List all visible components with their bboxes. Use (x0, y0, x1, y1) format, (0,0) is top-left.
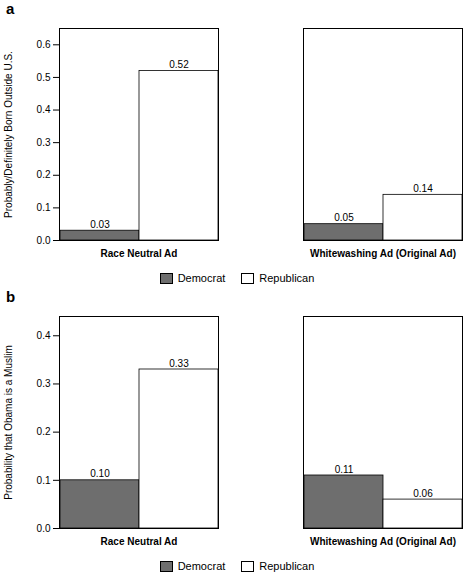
svg-text:0.2: 0.2 (37, 169, 51, 180)
svg-text:0.4: 0.4 (37, 330, 51, 341)
svg-text:0.1: 0.1 (37, 202, 51, 213)
svg-text:Race Neutral Ad: Race Neutral Ad (101, 536, 178, 547)
svg-text:0.5: 0.5 (37, 72, 51, 83)
html-text:Republican: Republican (259, 272, 315, 284)
svg-text:Probability that Obama is a Mu: Probability that Obama is a Muslim (3, 345, 14, 500)
html-text:Democrat: Democrat (177, 560, 226, 572)
svg-text:0.10: 0.10 (90, 468, 110, 479)
svg-text:0.0: 0.0 (37, 235, 51, 246)
svg-text:Probably/Definitely Born Outsi: Probably/Definitely Born Outside U.S. (3, 51, 14, 218)
svg-text:0.2: 0.2 (37, 426, 51, 437)
svg-text:0.0: 0.0 (37, 523, 51, 534)
svg-text:0.14: 0.14 (413, 183, 433, 194)
html-text:b: b (6, 288, 16, 305)
svg-text:0.3: 0.3 (37, 137, 51, 148)
svg-text:0.1: 0.1 (37, 475, 51, 486)
svg-text:0.52: 0.52 (169, 59, 189, 70)
svg-text:0.33: 0.33 (169, 358, 189, 369)
svg-text:Whitewashing Ad (Original Ad): Whitewashing Ad (Original Ad) (310, 248, 456, 259)
svg-text:0.05: 0.05 (334, 212, 354, 223)
svg-text:0.3: 0.3 (37, 378, 51, 389)
svg-text:0.11: 0.11 (335, 464, 354, 475)
html-text:Republican: Republican (259, 560, 315, 572)
svg-text:0.6: 0.6 (37, 39, 51, 50)
svg-text:0.03: 0.03 (90, 219, 110, 230)
svg-text:0.4: 0.4 (37, 104, 51, 115)
svg-text:0.06: 0.06 (413, 488, 433, 499)
svg-text:Race Neutral Ad: Race Neutral Ad (101, 248, 178, 259)
html-text:Democrat: Democrat (177, 272, 226, 284)
html-text:a: a (6, 0, 15, 17)
svg-text:Whitewashing Ad (Original Ad): Whitewashing Ad (Original Ad) (310, 536, 456, 547)
